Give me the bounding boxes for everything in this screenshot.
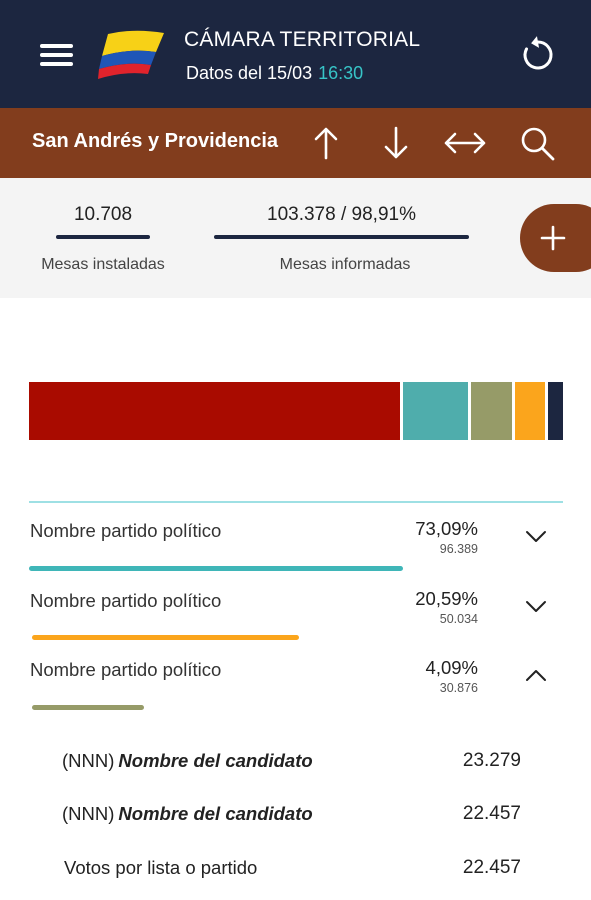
data-time: 16:30 bbox=[318, 63, 364, 83]
app-header: CÁMARA TERRITORIAL Datos del 15/03 16:30 bbox=[0, 0, 591, 108]
mesas-informadas-label: Mesas informadas bbox=[279, 256, 411, 273]
party-votes: 50.034 bbox=[439, 612, 478, 626]
distribution-segment bbox=[515, 382, 546, 440]
candidate-code: (NNN) bbox=[62, 803, 115, 824]
candidate-votes: 22.457 bbox=[462, 803, 521, 824]
mesas-instaladas-value: 10.708 bbox=[73, 204, 133, 225]
candidate-votes: 23.279 bbox=[462, 750, 521, 771]
party-votes: 96.389 bbox=[439, 542, 478, 556]
mesas-informadas-underline bbox=[214, 235, 469, 239]
candidate-entry: (NNN) Nombre del candidato bbox=[62, 803, 313, 825]
arrow-up-icon[interactable] bbox=[308, 125, 344, 161]
party-percent: 20,59% bbox=[415, 588, 478, 609]
refresh-icon[interactable] bbox=[518, 35, 558, 75]
party-share-bar bbox=[32, 635, 299, 640]
colombia-flag-logo bbox=[98, 30, 164, 79]
chevron-down-icon[interactable] bbox=[524, 528, 548, 544]
candidate-row: (NNN) Nombre del candidato 22.457 bbox=[0, 803, 591, 837]
chevron-down-icon[interactable] bbox=[524, 598, 548, 614]
list-votes-row: Votos por lista o partido 22.457 bbox=[0, 857, 591, 891]
candidate-entry: (NNN) Nombre del candidato bbox=[62, 750, 313, 772]
party-name: Nombre partido político bbox=[30, 659, 222, 680]
search-icon[interactable] bbox=[519, 125, 555, 161]
chevron-up-icon[interactable] bbox=[524, 667, 548, 683]
arrows-horizontal-icon[interactable] bbox=[444, 125, 486, 161]
mesas-instaladas-underline bbox=[56, 235, 150, 239]
party-share-bar bbox=[29, 566, 403, 571]
candidate-row: (NNN) Nombre del candidato 23.279 bbox=[0, 750, 591, 784]
party-row-expanded[interactable]: Nombre partido político 4,09% 30.876 bbox=[0, 657, 591, 729]
party-name: Nombre partido político bbox=[30, 590, 222, 611]
add-button[interactable] bbox=[520, 204, 591, 272]
party-percent: 4,09% bbox=[425, 657, 478, 678]
arrow-down-icon[interactable] bbox=[378, 125, 414, 161]
candidate-code: (NNN) bbox=[62, 750, 115, 771]
distribution-segment bbox=[548, 382, 563, 440]
region-bar: San Andrés y Providencia bbox=[0, 108, 591, 178]
list-votes-value: 22.457 bbox=[462, 857, 521, 878]
stats-panel: 10.708 Mesas instaladas 103.378 / 98,91%… bbox=[0, 178, 591, 298]
list-votes-label: Votos por lista o partido bbox=[64, 857, 258, 878]
candidate-name: Nombre del candidato bbox=[118, 803, 313, 824]
vote-distribution-bar bbox=[29, 382, 563, 440]
distribution-segment bbox=[471, 382, 513, 440]
plus-icon bbox=[540, 225, 566, 251]
section-divider bbox=[29, 501, 563, 503]
party-name: Nombre partido político bbox=[30, 520, 222, 541]
distribution-segment bbox=[402, 382, 469, 440]
mesas-informadas-value: 103.378 / 98,91% bbox=[267, 204, 416, 225]
distribution-segment bbox=[29, 382, 400, 440]
party-share-bar bbox=[32, 705, 145, 710]
candidate-name: Nombre del candidato bbox=[118, 750, 313, 771]
party-percent: 73,09% bbox=[415, 518, 478, 539]
data-date: Datos del 15/03 16:30 bbox=[186, 63, 363, 84]
party-row[interactable]: Nombre partido político 20,59% 50.034 bbox=[0, 588, 591, 660]
party-row[interactable]: Nombre partido político 73,09% 96.389 bbox=[0, 518, 591, 590]
mesas-instaladas-label: Mesas instaladas bbox=[41, 256, 165, 273]
region-name[interactable]: San Andrés y Providencia bbox=[32, 130, 279, 152]
data-date-label: Datos del 15/03 bbox=[186, 63, 313, 83]
app-title: CÁMARA TERRITORIAL bbox=[184, 28, 421, 51]
party-votes: 30.876 bbox=[439, 681, 478, 695]
hamburger-menu-icon[interactable] bbox=[40, 42, 74, 68]
